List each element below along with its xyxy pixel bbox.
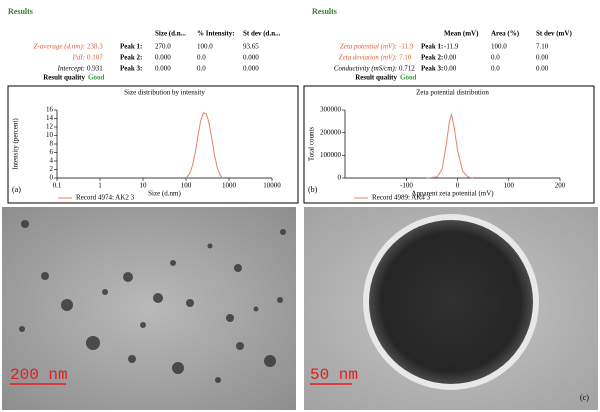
- table-cell: 0.00: [536, 65, 549, 73]
- table-cell: -11.9: [444, 43, 459, 51]
- series-line: [426, 112, 474, 179]
- column-header: Area (%): [491, 30, 520, 38]
- series-line: [185, 112, 224, 179]
- y-tick-label: 2: [50, 165, 54, 173]
- x-tick-label: 10000: [263, 182, 281, 190]
- x-tick-label: 100: [181, 182, 192, 190]
- y-tick-label: 14: [46, 114, 54, 122]
- column-header: % Intensity:: [197, 30, 235, 38]
- table-cell: 0.000: [155, 54, 171, 62]
- table-cell: 0.0: [197, 65, 206, 73]
- panel-label: (a): [12, 185, 21, 194]
- peak-label: Peak 1:: [421, 43, 443, 51]
- chart-frame: [7, 85, 299, 204]
- scale-label: 50 nm: [310, 366, 358, 384]
- field-value: 0.107: [87, 54, 103, 62]
- x-tick-label: 10: [140, 182, 148, 190]
- y-tick-label: 12: [46, 123, 54, 131]
- chart-frame: [303, 85, 595, 204]
- field-value: -11.9: [399, 43, 414, 51]
- particles: [19, 220, 286, 383]
- field-label: Intercept:: [57, 65, 85, 73]
- field-value: 7.10: [399, 54, 412, 62]
- field-value: 0.712: [399, 65, 415, 73]
- panel-label: (b): [308, 185, 318, 194]
- column-header: Mean (mV): [444, 30, 479, 38]
- x-tick-label: 200: [555, 182, 566, 190]
- x-tick-label: -100: [400, 182, 413, 190]
- table-cell: 100.0: [197, 43, 213, 51]
- field-label: PdI:: [72, 54, 85, 62]
- table-cell: 7.10: [536, 43, 549, 51]
- quality-label: Result quality: [355, 74, 397, 82]
- y-tick-label: 100000: [320, 151, 342, 159]
- table-cell: 270.0: [155, 43, 171, 51]
- y-axis-label: Intensity (percent): [12, 118, 20, 170]
- particle: [369, 220, 533, 384]
- field-label: Zeta deviation (mV):: [339, 54, 397, 62]
- x-tick-label: 0.1: [53, 182, 62, 190]
- y-tick-label: 16: [46, 106, 54, 114]
- column-header: St dev (d.n...: [243, 30, 281, 38]
- peak-label: Peak 2:: [120, 54, 142, 62]
- x-tick-label: 0: [456, 182, 460, 190]
- peak-label: Peak 1:: [120, 43, 142, 51]
- table-cell: 0.00: [444, 65, 457, 73]
- x-tick-label: 100: [504, 182, 515, 190]
- quality-value: Good: [400, 74, 416, 82]
- scale-label: 200 nm: [10, 366, 68, 384]
- quality-label: Result quality: [43, 74, 85, 82]
- results-title: Results: [8, 7, 33, 16]
- x-tick-label: 1: [98, 182, 102, 190]
- table-cell: 93.65: [243, 43, 259, 51]
- field-label: Z-average (d.nm):: [34, 43, 85, 51]
- y-tick-label: 300000: [320, 106, 342, 114]
- field-value: 0.931: [87, 65, 103, 73]
- x-tick-label: 1000: [222, 182, 237, 190]
- column-header: Size (d.n...: [155, 30, 186, 38]
- micrographs: 200 nm 50 nm (c): [2, 207, 598, 410]
- field-value: 238.3: [87, 43, 103, 51]
- table-cell: 0.00: [444, 54, 457, 62]
- peak-label: Peak 3:: [120, 65, 142, 73]
- column-header: St dev (mV): [536, 30, 572, 38]
- table-cell: 0.000: [243, 54, 259, 62]
- peak-label: Peak 2:: [421, 54, 443, 62]
- table-cell: 0.0: [491, 65, 500, 73]
- table-cell: 0.000: [243, 65, 259, 73]
- y-tick-label: 6: [50, 148, 54, 156]
- results-title: Results: [312, 7, 337, 16]
- table-cell: 100.0: [491, 43, 507, 51]
- tem-image: [2, 207, 296, 410]
- field-label: Zeta potential (mV):: [340, 43, 397, 51]
- y-tick-label: 200000: [320, 128, 342, 136]
- table-cell: 0.0: [197, 54, 206, 62]
- y-tick-label: 0: [50, 174, 54, 182]
- chart-title: Zeta potential distribution: [416, 89, 489, 97]
- y-tick-label: 0: [338, 174, 342, 182]
- table-cell: 0.0: [491, 54, 500, 62]
- y-axis-label: Total counts: [308, 127, 316, 162]
- panel-label: (c): [580, 393, 589, 402]
- y-tick-label: 8: [50, 140, 54, 148]
- x-axis-label: Apparent zeta potential (mV): [411, 190, 494, 198]
- peak-label: Peak 3:: [421, 65, 443, 73]
- table-cell: 0.00: [536, 54, 549, 62]
- field-label: Conductivity (mS/cm):: [334, 65, 397, 73]
- quality-value: Good: [88, 74, 104, 82]
- table-cell: 0.000: [155, 65, 171, 73]
- chart-title: Size distribution by intensity: [124, 89, 205, 97]
- legend-label: Record 4989: AK4 3: [372, 194, 431, 202]
- y-tick-label: 4: [50, 157, 54, 165]
- y-tick-label: 10: [46, 131, 54, 139]
- legend-label: Record 4974: AK2 3: [76, 194, 135, 202]
- x-axis-label: Size (d.nm): [148, 190, 181, 198]
